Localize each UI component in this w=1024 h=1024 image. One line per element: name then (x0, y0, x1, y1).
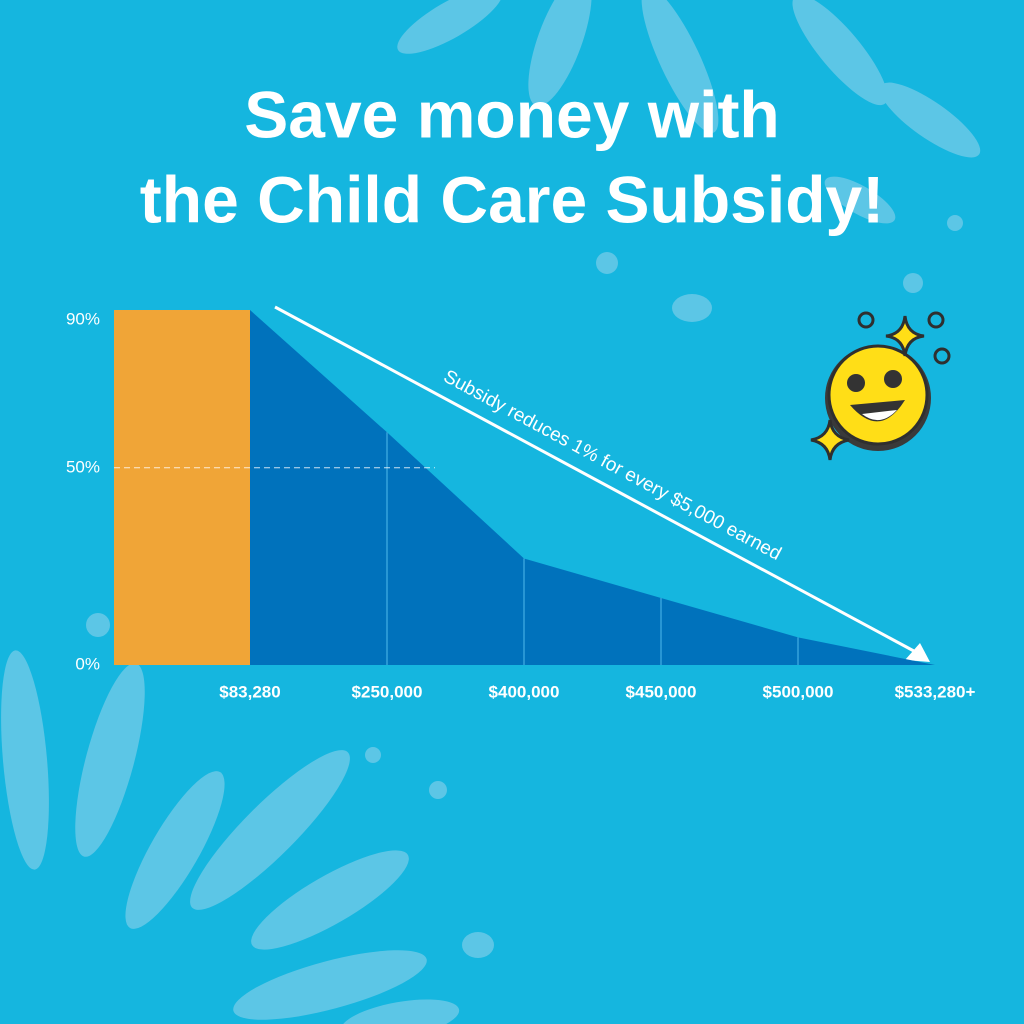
x-tick-label: $500,000 (763, 682, 834, 701)
y-tick-label: 0% (75, 654, 100, 673)
arrow-head (905, 643, 930, 662)
x-tick-label: $400,000 (489, 682, 560, 701)
arrow (274, 305, 926, 659)
y-tick-label: 50% (66, 457, 100, 476)
x-tick-label: $450,000 (626, 682, 697, 701)
x-tick-label: $533,280+ (895, 682, 976, 701)
x-tick-label: $83,280 (219, 682, 280, 701)
decoration (1, 0, 981, 1024)
chart-title: the Child Care Subsidy! (140, 162, 884, 236)
emoji (810, 311, 951, 461)
area (250, 310, 935, 665)
x-tick-label: $250,000 (352, 682, 423, 701)
bar (114, 310, 250, 665)
y-tick-label: 90% (66, 309, 100, 328)
chart-title: Save money with (244, 77, 780, 151)
